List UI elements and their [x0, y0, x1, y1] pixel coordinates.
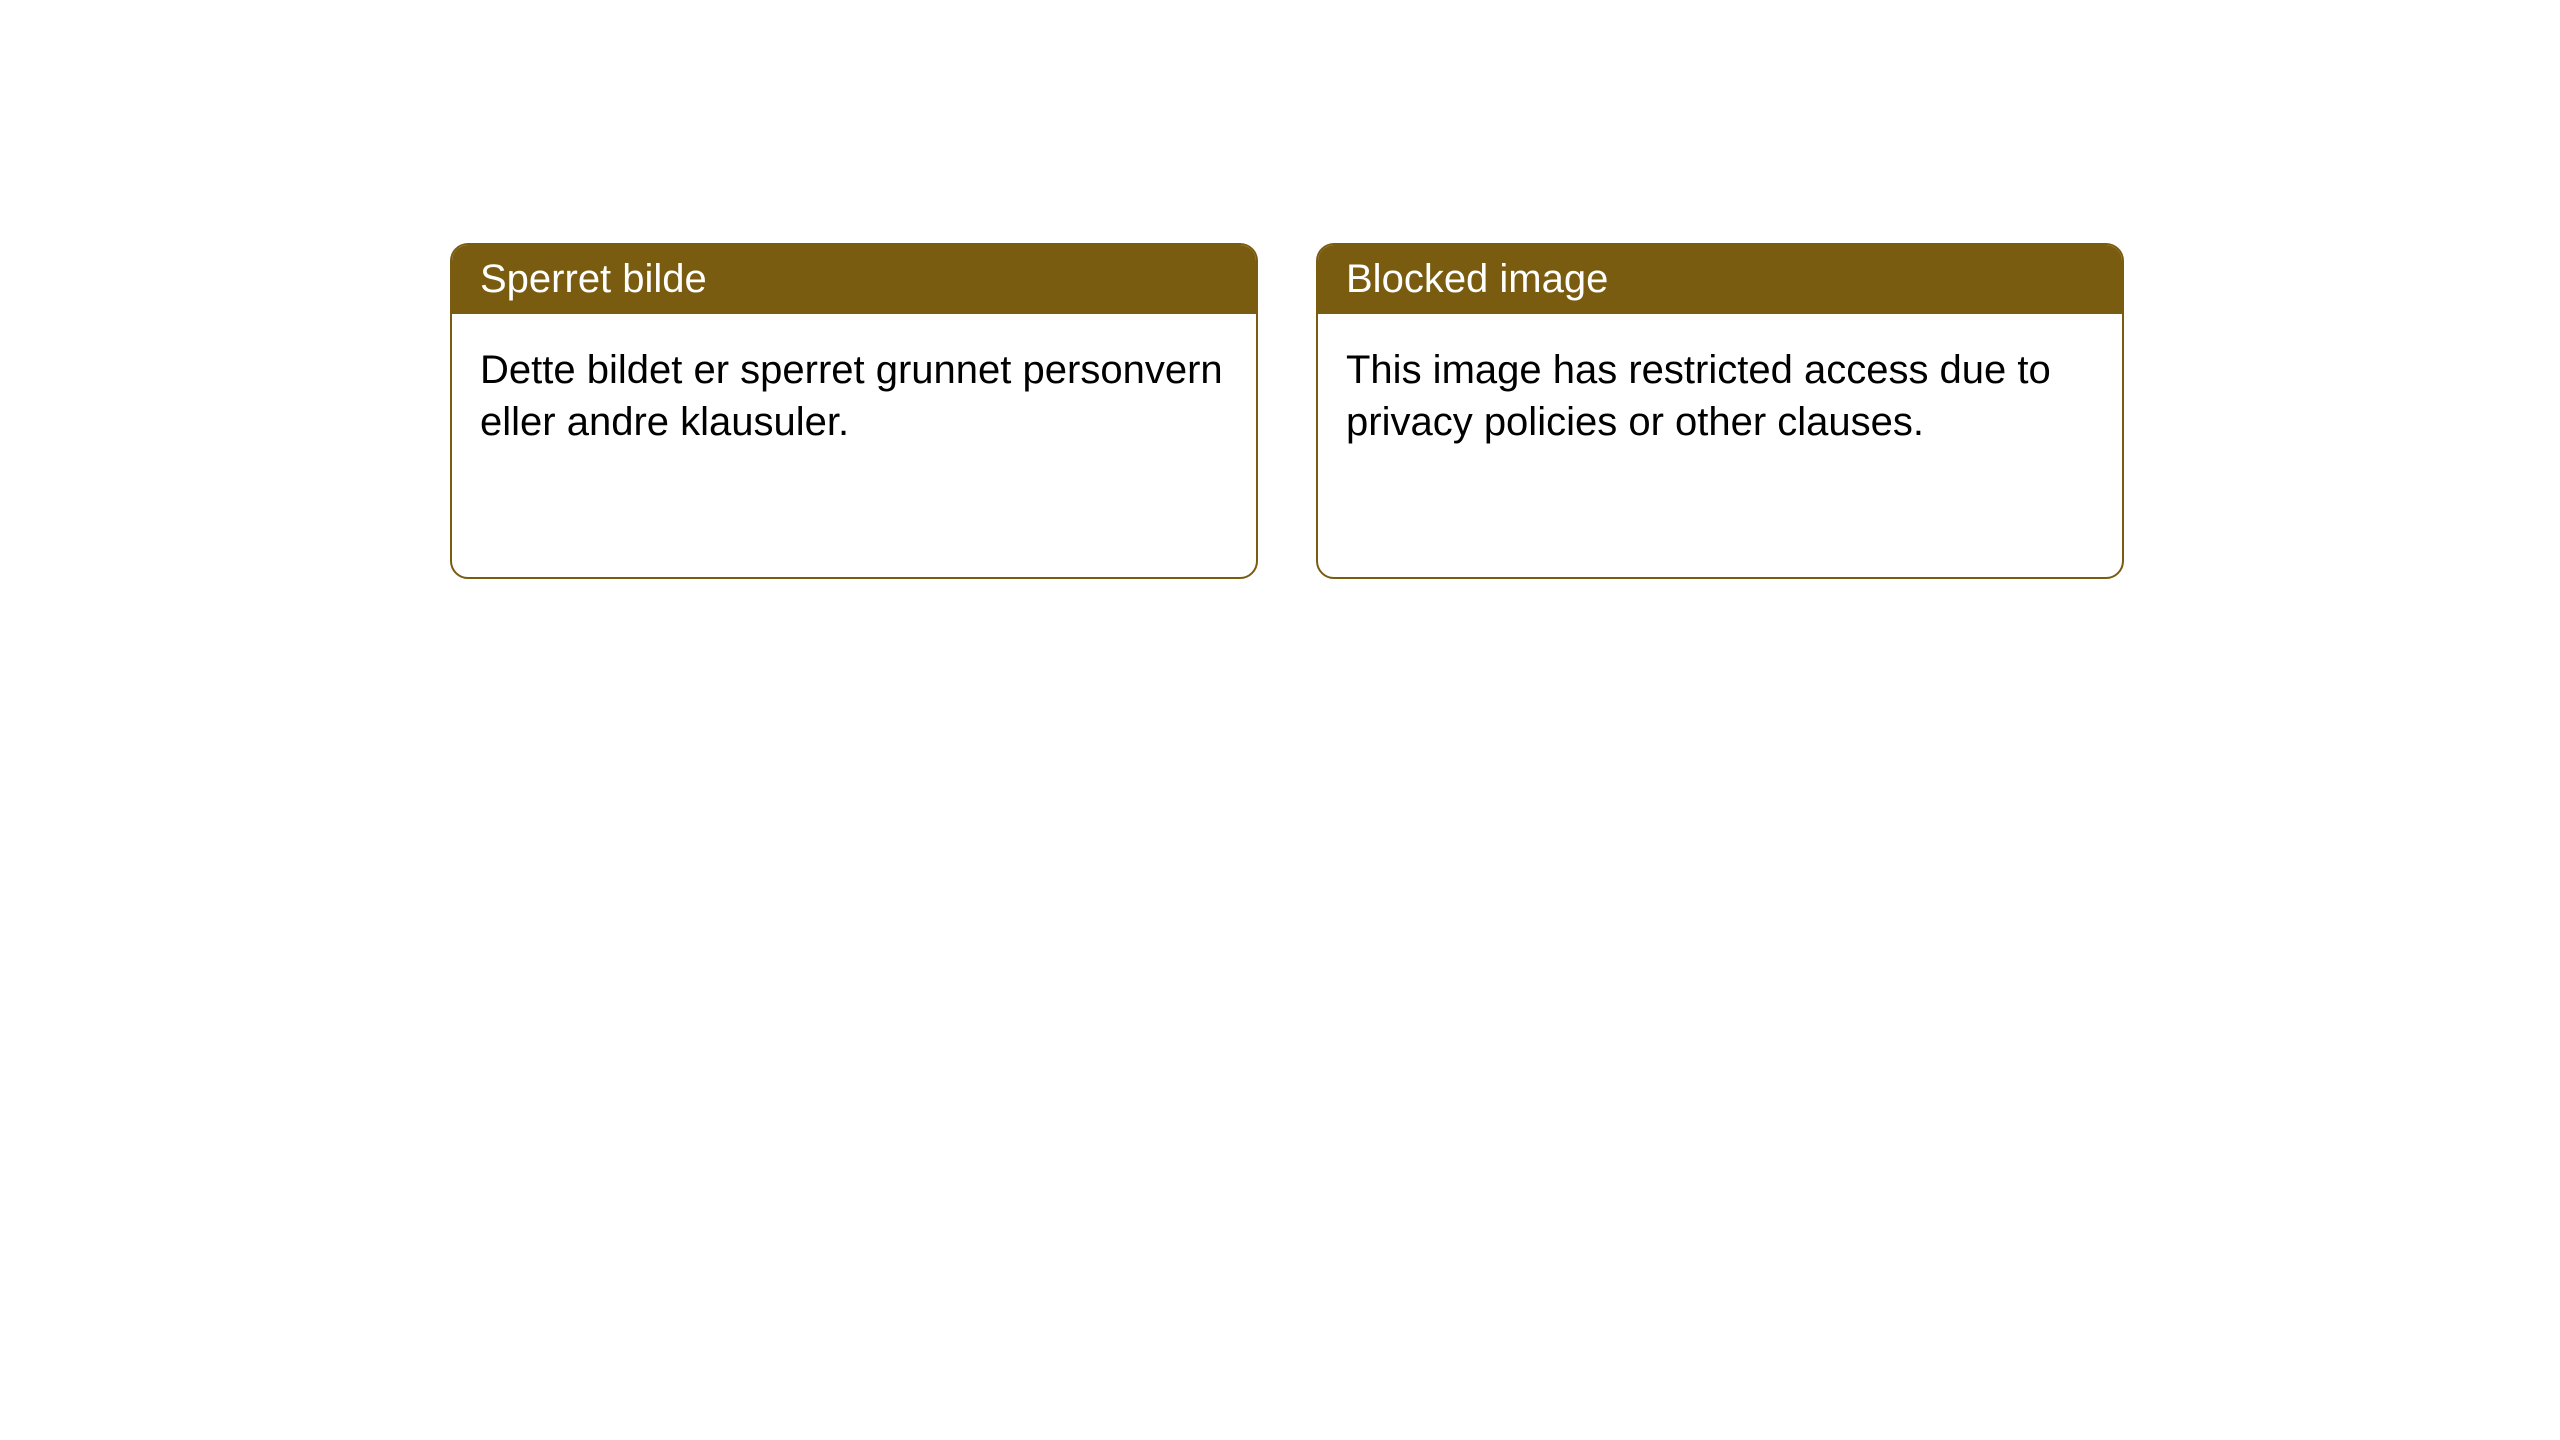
notice-body: Dette bildet er sperret grunnet personve…: [452, 314, 1256, 478]
notice-header: Blocked image: [1318, 245, 2122, 314]
notice-body: This image has restricted access due to …: [1318, 314, 2122, 478]
notice-card-english: Blocked image This image has restricted …: [1316, 243, 2124, 579]
notice-container: Sperret bilde Dette bildet er sperret gr…: [0, 0, 2560, 579]
notice-header: Sperret bilde: [452, 245, 1256, 314]
notice-card-norwegian: Sperret bilde Dette bildet er sperret gr…: [450, 243, 1258, 579]
